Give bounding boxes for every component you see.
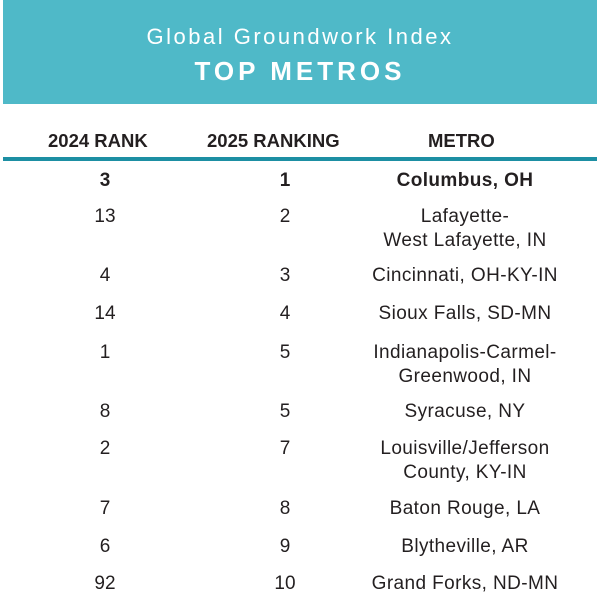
metro-cell: Grand Forks, ND-MN — [371, 573, 559, 594]
rank-2025-cell: 10 — [274, 573, 296, 594]
rank-2024-cell: 1 — [99, 342, 111, 363]
rank-2024-cell: 7 — [99, 498, 111, 519]
rank-2024-cell: 6 — [99, 536, 111, 557]
column-header-metro: METRO — [428, 130, 495, 151]
rank-2025-cell: 7 — [279, 438, 291, 459]
rank-2024-cell: 92 — [94, 573, 116, 594]
banner-title: TOP METROS — [194, 56, 406, 86]
metro-cell: Lafayette- West Lafayette, IN — [383, 206, 547, 251]
metro-cell: Cincinnati, OH-KY-IN — [372, 265, 558, 286]
rank-2024-cell: 14 — [94, 303, 116, 324]
column-header-2024-rank: 2024 RANK — [48, 130, 148, 151]
header-banner: Global Groundwork Index TOP METROS — [3, 0, 597, 104]
rank-2025-cell: 2 — [279, 206, 291, 227]
metro-cell: Baton Rouge, LA — [389, 498, 541, 519]
rank-2024-cell: 3 — [99, 170, 111, 191]
rank-2024-cell: 4 — [99, 265, 111, 286]
metro-cell: Louisville/Jefferson County, KY-IN — [380, 438, 550, 483]
rank-2025-cell: 4 — [279, 303, 291, 324]
rank-2024-cell: 13 — [94, 206, 116, 227]
rank-2025-cell: 1 — [279, 170, 291, 191]
rank-2025-cell: 3 — [279, 265, 291, 286]
metro-cell: Sioux Falls, SD-MN — [378, 303, 552, 324]
rank-2024-cell: 2 — [99, 438, 111, 459]
rank-2024-cell: 8 — [99, 401, 111, 422]
rank-2025-cell: 9 — [279, 536, 291, 557]
rank-2025-cell: 5 — [279, 401, 291, 422]
rank-2025-cell: 5 — [279, 342, 291, 363]
header-divider — [3, 157, 597, 161]
metro-cell: Blytheville, AR — [401, 536, 529, 557]
rank-2025-cell: 8 — [279, 498, 291, 519]
metro-cell: Indianapolis-Carmel- Greenwood, IN — [373, 342, 557, 387]
banner-subtitle: Global Groundwork Index — [146, 24, 454, 49]
column-header-2025-ranking: 2025 RANKING — [207, 130, 340, 151]
metro-cell: Syracuse, NY — [404, 401, 526, 422]
metro-cell: Columbus, OH — [396, 170, 534, 191]
